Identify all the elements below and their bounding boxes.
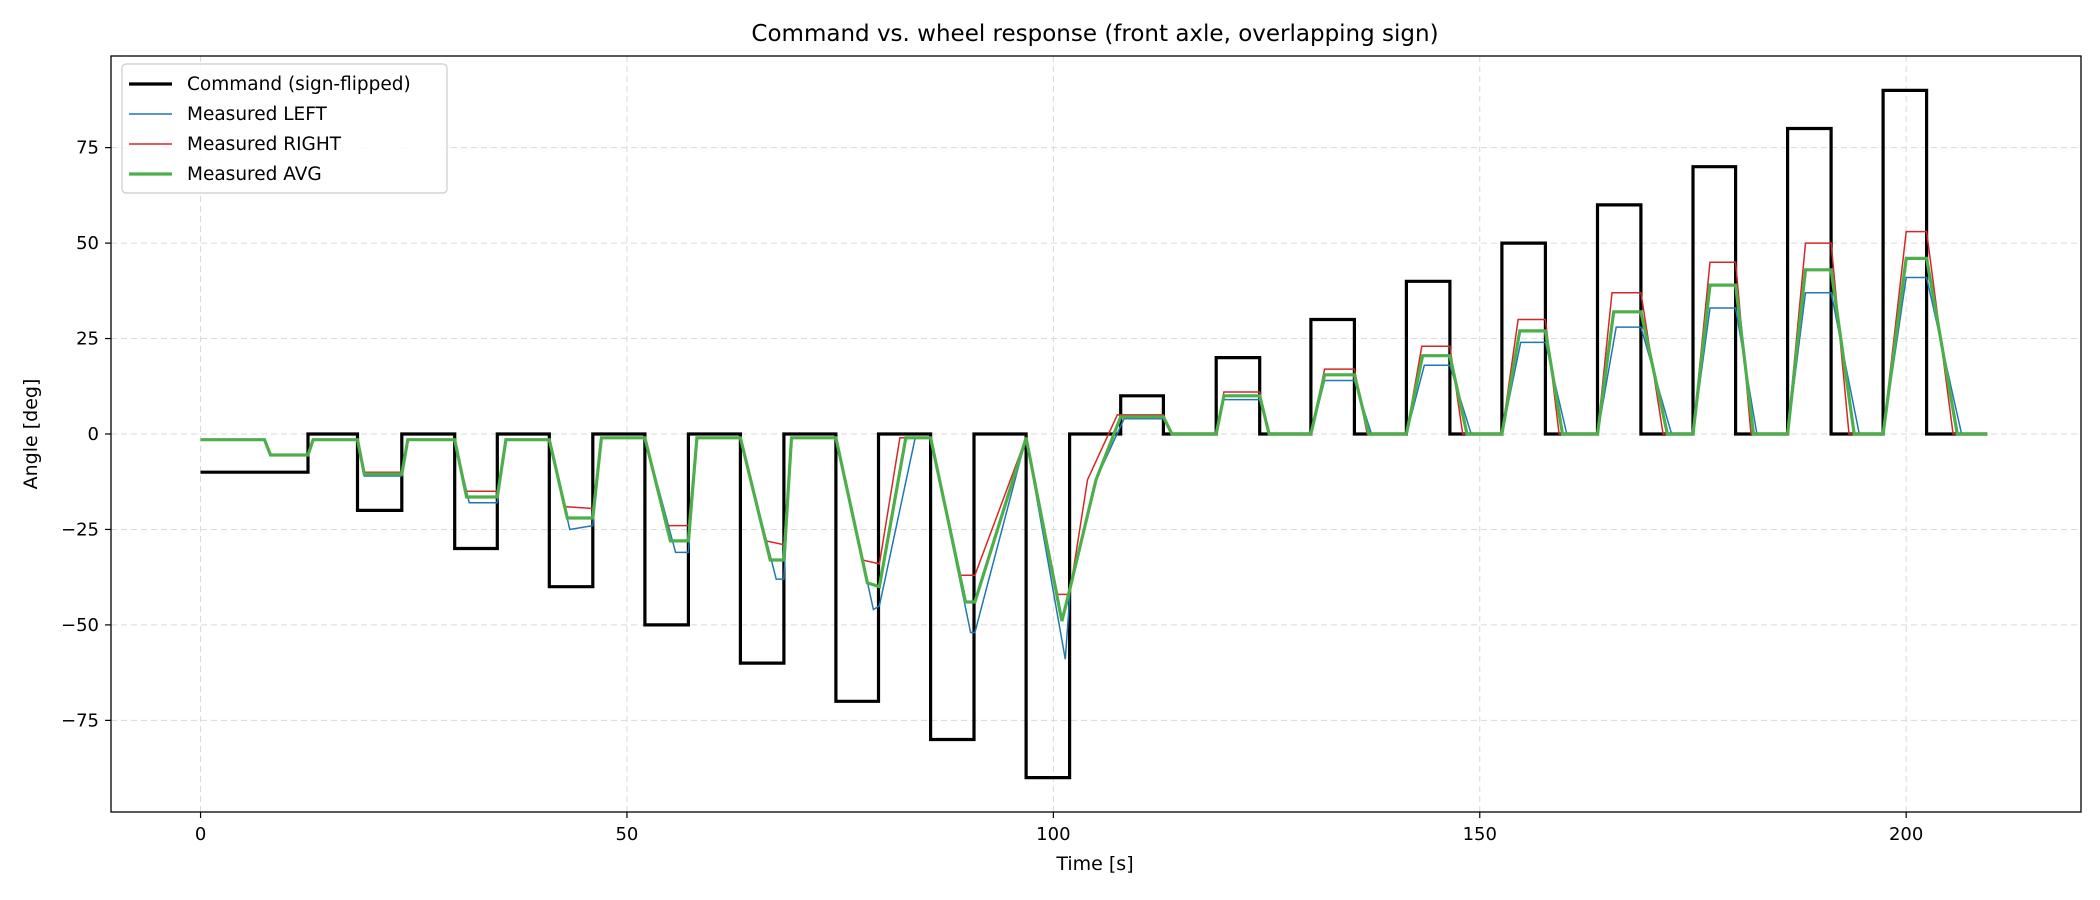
x-axis-label: Time [s] (1055, 853, 1133, 875)
legend: Command (sign-flipped) Measured LEFT Measu… (121, 63, 448, 194)
y-tick-label: −25 (61, 519, 99, 540)
x-tick-label: 0 (195, 824, 206, 845)
x-tick-label: 200 (1889, 824, 1923, 845)
y-tick-label: 0 (88, 424, 99, 445)
x-tick-label: 150 (1463, 824, 1497, 845)
legend-label-3: Measured AVG (187, 164, 322, 185)
y-tick-label: 50 (76, 233, 99, 254)
plot-area (200, 88, 1988, 780)
y-axis-label: Angle [deg] (20, 379, 42, 490)
series-line-3 (200, 256, 1988, 622)
legend-box (121, 63, 448, 194)
x-axis: 0 50 100 150 200 (195, 812, 1923, 845)
y-tick-label: −75 (61, 710, 99, 731)
legend-label-1: Measured LEFT (187, 104, 328, 125)
chart-title: Command vs. wheel response (front axle, … (751, 21, 1438, 47)
y-tick-label: 25 (76, 329, 99, 350)
x-tick-label: 100 (1036, 824, 1070, 845)
y-tick-label: −50 (61, 615, 99, 636)
legend-label-2: Measured RIGHT (187, 134, 342, 155)
y-axis: −75 −50 −25 0 25 50 75 (61, 138, 111, 731)
legend-label-0: Command (sign-flipped) (187, 74, 411, 95)
x-tick-label: 50 (615, 824, 638, 845)
y-tick-label: 75 (76, 138, 99, 159)
